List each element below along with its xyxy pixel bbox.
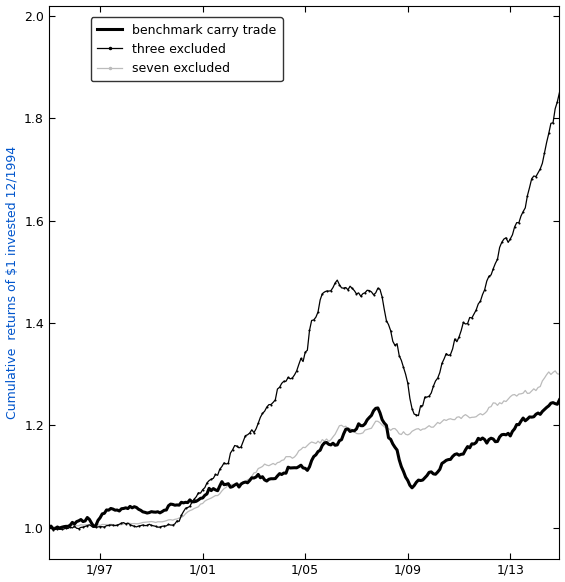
Legend: benchmark carry trade, three excluded, seven excluded: benchmark carry trade, three excluded, s… [91, 17, 282, 81]
Y-axis label: Cumulative  returns of $1 invested 12/1994: Cumulative returns of $1 invested 12/199… [6, 146, 19, 418]
